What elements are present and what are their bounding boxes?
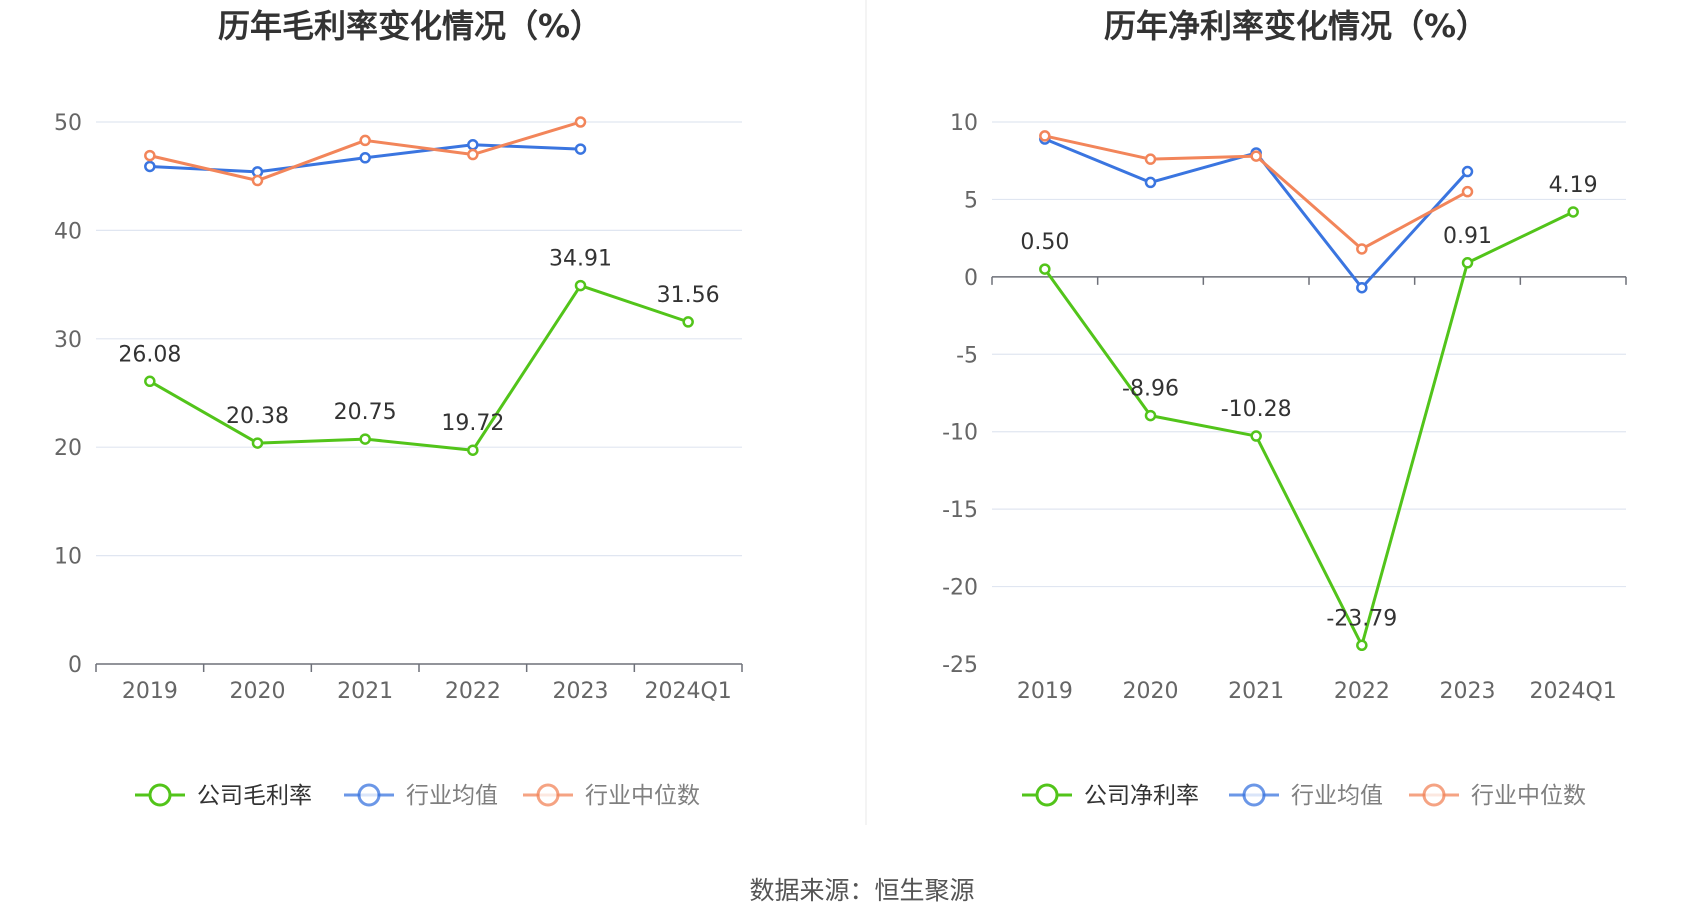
legend-icon-marker <box>357 783 381 807</box>
data-point <box>1567 206 1579 218</box>
data-label: 34.91 <box>549 247 612 272</box>
y-tick-label: -10 <box>942 421 978 446</box>
data-point <box>251 437 264 449</box>
data-point <box>1461 185 1474 198</box>
gross-margin-chart: 历年毛利率变化情况（%） 0 10 20 30 40 50 2019 2020 2021 2022 2… <box>54 7 743 809</box>
data-point <box>467 444 479 456</box>
legend-label: 公司毛利率 <box>197 783 312 809</box>
legend-icon-marker <box>1242 783 1266 807</box>
y-tick-label: 10 <box>950 111 978 136</box>
chart-title: 历年净利率变化情况（%） <box>1104 7 1488 45</box>
data-label: 26.08 <box>118 342 181 367</box>
data-point <box>251 174 264 187</box>
y-tick-label: 5 <box>964 188 978 213</box>
data-point <box>144 160 156 173</box>
y-tick-label: -25 <box>942 653 978 678</box>
legend-label: 行业中位数 <box>1471 783 1586 809</box>
series-line <box>1043 210 1574 647</box>
x-tick-label: 2022 <box>1334 679 1390 704</box>
data-point <box>144 375 156 388</box>
x-tick-label: 2019 <box>122 679 178 704</box>
x-tick-label: 2019 <box>1017 679 1073 704</box>
data-point <box>1250 150 1262 162</box>
legend-icon <box>1022 783 1072 807</box>
data-point <box>1461 165 1474 178</box>
data-point <box>359 134 371 147</box>
data-point <box>1144 153 1157 165</box>
y-tick-label: 0 <box>68 653 82 678</box>
legend-icon-marker <box>1035 783 1059 807</box>
data-point <box>359 152 371 164</box>
data-source-label: 数据来源：恒生聚源 <box>749 876 974 905</box>
legend-icon-marker <box>148 783 172 807</box>
data-label: 19.72 <box>441 411 504 436</box>
legend-label: 行业均值 <box>1291 783 1383 809</box>
data-point <box>467 148 479 161</box>
data-point <box>144 149 156 162</box>
legend-icon <box>135 783 185 807</box>
y-tick-label: -15 <box>942 498 978 523</box>
x-tick-label: 2021 <box>337 679 393 704</box>
x-tick-label: 2020 <box>1123 679 1179 704</box>
data-point <box>682 316 694 328</box>
x-tick-label: 2023 <box>553 679 609 704</box>
y-tick-label: 30 <box>54 328 82 353</box>
data-point <box>1039 263 1051 275</box>
y-tick-label: 50 <box>54 111 82 136</box>
data-point <box>574 143 587 155</box>
data-label: 0.50 <box>1020 230 1069 255</box>
legend-icon <box>344 783 394 807</box>
data-label: 20.38 <box>226 404 289 429</box>
series-line <box>149 120 581 183</box>
data-label: -23.79 <box>1326 606 1397 631</box>
data-point <box>574 116 587 128</box>
data-point <box>574 279 587 292</box>
legend-label: 行业中位数 <box>585 783 700 809</box>
y-tick-label: -5 <box>956 343 978 368</box>
data-point <box>1039 130 1051 142</box>
data-point <box>1144 176 1157 189</box>
data-label: 0.91 <box>1443 224 1492 249</box>
data-label: 4.19 <box>1549 173 1598 198</box>
legend-label: 公司净利率 <box>1084 783 1199 809</box>
legend-icon <box>523 783 573 807</box>
data-point <box>1461 257 1474 269</box>
data-label: 31.56 <box>657 283 720 308</box>
net-margin-chart: 历年净利率变化情况（%） -25 -20 -15 -10 -5 0 5 10 2019 2020 20… <box>942 7 1627 809</box>
x-tick-label: 2020 <box>230 679 286 704</box>
x-tick-label: 2024Q1 <box>645 679 732 704</box>
y-tick-label: 20 <box>54 436 82 461</box>
data-point <box>1356 243 1368 255</box>
data-label: -10.28 <box>1221 397 1292 422</box>
y-tick-label: 40 <box>54 219 82 244</box>
x-tick-label: 2022 <box>445 679 501 704</box>
x-tick-label: 2024Q1 <box>1530 679 1617 704</box>
legend-icon-marker <box>536 783 560 807</box>
legend-icon <box>1409 783 1459 807</box>
y-tick-label: 10 <box>54 545 82 570</box>
data-point <box>467 139 479 151</box>
data-point <box>359 433 371 445</box>
legend-icon-marker <box>1422 783 1446 807</box>
y-tick-label: 0 <box>964 266 978 291</box>
legend-label: 行业均值 <box>406 783 498 809</box>
chart-title: 历年毛利率变化情况（%） <box>218 7 602 45</box>
data-point <box>1356 281 1368 294</box>
y-tick-label: -20 <box>942 576 978 601</box>
x-tick-label: 2023 <box>1440 679 1496 704</box>
data-label: -8.96 <box>1122 377 1179 402</box>
series-line <box>149 284 689 452</box>
data-point <box>1250 430 1262 442</box>
data-point <box>1356 639 1368 652</box>
x-tick-label: 2021 <box>1228 679 1284 704</box>
legend-icon <box>1229 783 1279 807</box>
data-point <box>1144 409 1157 422</box>
data-label: 20.75 <box>334 400 397 425</box>
